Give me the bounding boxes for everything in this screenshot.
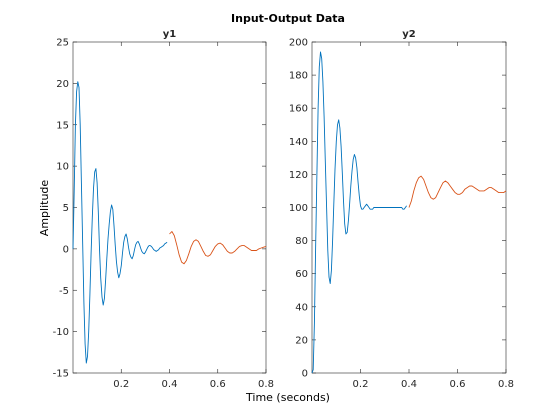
axes-y1-box <box>72 41 267 374</box>
axes-y1-xtick-label: 0.2 <box>113 379 129 390</box>
axes-y2-ytick-label: 80 <box>295 236 308 247</box>
x-axis-label: Time (seconds) <box>245 391 330 404</box>
y-axis-label: Amplitude <box>38 180 51 237</box>
axes-y1-ytick-label: 0 <box>63 244 69 255</box>
axes-y2-ytick-label: 0 <box>302 369 308 380</box>
axes-y2-ytick-label: 200 <box>289 38 308 49</box>
axes-y2-title: y2 <box>402 29 416 40</box>
axes-y1-xtick-label: 0.6 <box>210 379 226 390</box>
figure-title: Input-Output Data <box>231 12 345 25</box>
axes-y1-title: y1 <box>163 29 177 40</box>
axes-y2-ytick-label: 120 <box>289 170 308 181</box>
axes-y2-xtick-label: 0.4 <box>401 379 417 390</box>
axes-y1-ytick-label: -5 <box>59 286 69 297</box>
axes-y1-ytick-label: 15 <box>56 120 69 131</box>
axes-y1-ytick-label: 20 <box>56 79 69 90</box>
axes-y1-ytick-label: 10 <box>56 162 69 173</box>
axes-y1-ytick-label: -10 <box>53 327 69 338</box>
axes-y1: y1 -15 -10 -5 0 5 10 15 20 25 0.2 0.4 0.6 0.8 <box>53 29 274 390</box>
axes-y2-xtick-label: 0.8 <box>498 379 514 390</box>
axes-y2-series-1-line <box>311 51 407 374</box>
axes-y2-ytick-label: 140 <box>289 137 308 148</box>
axes-y1-series-1-line <box>72 81 168 364</box>
axes-y2-ytick-label: 160 <box>289 104 308 115</box>
axes-y2: y2 0 20 40 60 80 100 120 140 160 180 200 0.2 0.4 0.6 0… <box>289 29 514 390</box>
axes-y2-ytick-label: 20 <box>295 335 308 346</box>
axes-y1-xtick-label: 0.4 <box>162 379 178 390</box>
axes-y1-ytick-label: -15 <box>53 369 69 380</box>
axes-y2-ytick-label: 100 <box>289 203 308 214</box>
axes-y2-xtick-label: 0.2 <box>353 379 369 390</box>
axes-y1-ytick-label: 25 <box>56 38 69 49</box>
axes-y1-series-2-line <box>169 231 267 265</box>
axes-y1-ytick-label: 5 <box>63 203 69 214</box>
axes-y1-xtick-label: 0.8 <box>258 379 274 390</box>
axes-y2-ytick-label: 180 <box>289 71 308 82</box>
axes-y2-ytick-label: 60 <box>295 269 308 280</box>
axes-y2-series-2-line <box>408 175 507 208</box>
axes-y2-ytick-label: 40 <box>295 302 308 313</box>
axes-y2-xtick-label: 0.6 <box>450 379 466 390</box>
